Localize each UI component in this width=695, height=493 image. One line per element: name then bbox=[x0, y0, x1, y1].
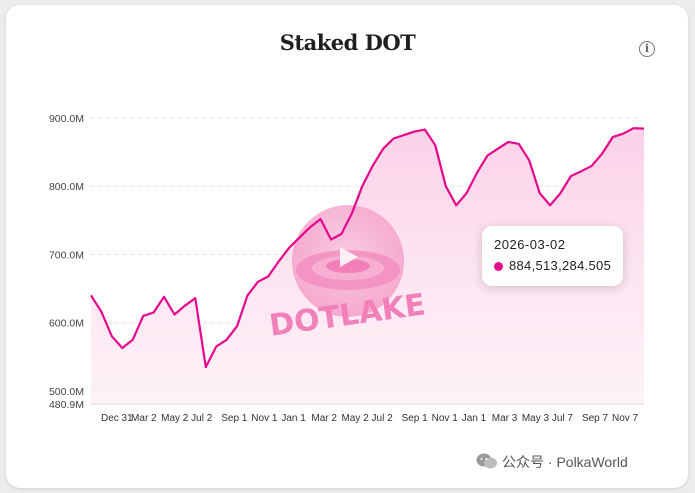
x-tick-label: Mar 3 bbox=[492, 413, 518, 424]
x-tick-label: Nov 7 bbox=[612, 413, 639, 424]
info-circle-icon[interactable]: i bbox=[639, 41, 655, 57]
x-tick-label: Sep 1 bbox=[402, 413, 429, 424]
x-tick-label: May 2 bbox=[161, 413, 189, 424]
x-tick-label: Dec 31 bbox=[101, 413, 133, 424]
y-tick-label: 800.0M bbox=[49, 181, 84, 193]
series-line bbox=[90, 127, 645, 369]
x-tick-label: Nov 1 bbox=[251, 413, 278, 424]
tooltip-series-dot bbox=[494, 262, 503, 271]
y-tick-label: 480.9M bbox=[49, 399, 84, 411]
y-tick-label: 600.0M bbox=[49, 318, 84, 330]
x-tick-label: Mar 2 bbox=[131, 413, 157, 424]
x-tick-label: Mar 2 bbox=[311, 413, 337, 424]
chart-title: Staked DOT bbox=[279, 30, 416, 55]
x-tick-label: Jul 2 bbox=[372, 413, 394, 424]
x-tick-label: May 2 bbox=[341, 413, 369, 424]
x-tick-label: Jul 7 bbox=[552, 413, 574, 424]
x-tick-label: Jan 1 bbox=[462, 413, 487, 424]
x-tick-label: Jan 1 bbox=[281, 413, 306, 424]
tooltip-value: 884,513,284.505 bbox=[509, 258, 612, 273]
y-tick-label: 900.0M bbox=[49, 113, 84, 125]
tooltip-date: 2026-03-02 bbox=[494, 237, 566, 252]
y-tick-label: 500.0M bbox=[49, 386, 84, 398]
x-tick-label: Sep 1 bbox=[221, 413, 248, 424]
x-tick-label: Jul 2 bbox=[191, 413, 213, 424]
x-tick-label: Sep 7 bbox=[582, 413, 609, 424]
tooltip: 2026-03-02 884,513,284.505 bbox=[482, 226, 623, 286]
watermark-text: 公众号 · PolkaWorld bbox=[502, 454, 628, 470]
x-tick-label: May 3 bbox=[522, 413, 550, 424]
wechat-icon bbox=[476, 453, 497, 469]
y-tick-label: 700.0M bbox=[49, 249, 84, 261]
x-tick-label: Nov 1 bbox=[432, 413, 459, 424]
